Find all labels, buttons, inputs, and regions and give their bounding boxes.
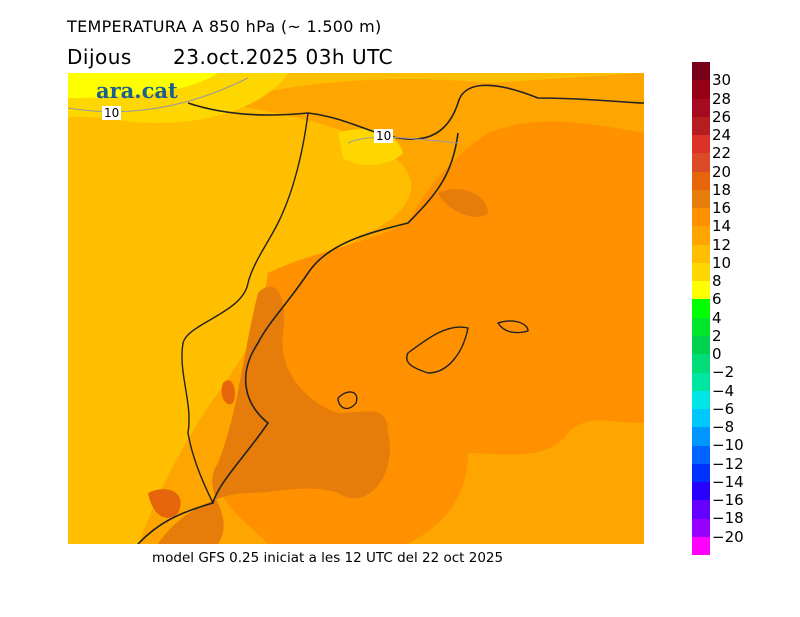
color-scale-label: 0 <box>712 345 722 364</box>
band-6-8 <box>68 73 218 98</box>
color-scale-label: 18 <box>712 180 732 199</box>
color-swatch <box>692 171 710 190</box>
ibiza <box>337 391 358 410</box>
color-scale-label: 26 <box>712 107 732 126</box>
color-swatch <box>692 500 710 519</box>
ara-cat-logo: ara.cat <box>96 78 178 103</box>
menorca <box>496 320 529 334</box>
color-scale-label: 14 <box>712 217 732 236</box>
color-swatch <box>692 463 710 483</box>
mallorca <box>406 326 469 374</box>
model-caption: model GFS 0.25 iniciat a les 12 UTC del … <box>152 550 504 566</box>
color-swatch <box>692 116 710 136</box>
color-scale-label: 12 <box>712 235 732 254</box>
color-swatch <box>692 281 710 300</box>
band-18-20 <box>148 380 235 518</box>
color-scale-label: 4 <box>712 308 722 327</box>
forecast-date: Dijous 23.oct.2025 03h UTC <box>67 45 394 69</box>
color-swatch <box>692 153 710 172</box>
color-swatch <box>692 536 710 556</box>
color-scale-label: 2 <box>712 326 722 345</box>
color-scale-label: −10 <box>712 436 744 455</box>
band-16-18b <box>438 189 488 217</box>
color-scale-label: 10 <box>712 253 732 272</box>
color-swatch <box>692 189 710 209</box>
color-swatch <box>692 80 710 99</box>
band-16-18 <box>158 286 390 544</box>
color-swatch <box>692 482 710 501</box>
color-scale-label: 16 <box>712 199 732 218</box>
color-swatch <box>692 445 710 464</box>
color-scale-label: 24 <box>712 126 732 145</box>
band-8-10 <box>68 73 403 165</box>
color-swatch <box>692 98 710 117</box>
color-swatch <box>692 354 710 373</box>
color-scale-label: 30 <box>712 71 732 90</box>
contour-label: 10 <box>374 129 394 143</box>
color-swatch <box>692 262 710 282</box>
color-scale-label: −18 <box>712 509 744 528</box>
color-scale-label: −16 <box>712 491 744 510</box>
color-scale-label: −4 <box>712 381 735 400</box>
color-scale-label: 28 <box>712 89 732 108</box>
color-swatch <box>692 409 710 428</box>
color-scale-label: −14 <box>712 472 744 491</box>
color-scale-label: −12 <box>712 454 744 473</box>
color-scale-label: −20 <box>712 527 744 546</box>
color-scale-label: 8 <box>712 272 722 291</box>
color-swatch <box>692 226 710 245</box>
color-swatch <box>692 335 710 355</box>
color-scale-label: 22 <box>712 144 732 163</box>
color-swatch <box>692 244 710 263</box>
color-scale-label: −8 <box>712 418 735 437</box>
color-scale-label: 6 <box>712 290 722 309</box>
color-swatch <box>692 299 710 318</box>
color-scale-labels: 30 28 26 24 22 20 18 16 14 12 10 8 6 4 2 0 −2 −4 −6 −8 −10 −1… <box>712 62 772 555</box>
color-swatch <box>692 62 710 81</box>
color-scale <box>692 62 710 556</box>
color-scale-label: 20 <box>712 162 732 181</box>
color-swatch <box>692 208 710 227</box>
color-swatch <box>692 427 710 446</box>
color-swatch <box>692 518 710 537</box>
color-swatch <box>692 390 710 410</box>
color-scale-label: −2 <box>712 363 735 382</box>
border <box>181 112 309 504</box>
color-swatch <box>692 372 710 391</box>
contour-label: 10 <box>102 106 122 120</box>
color-swatch <box>692 317 710 336</box>
chart-title: TEMPERATURA A 850 hPa (~ 1.500 m) <box>67 17 382 36</box>
color-scale-label: −6 <box>712 399 735 418</box>
temperature-map <box>68 73 644 544</box>
color-swatch <box>692 135 710 154</box>
